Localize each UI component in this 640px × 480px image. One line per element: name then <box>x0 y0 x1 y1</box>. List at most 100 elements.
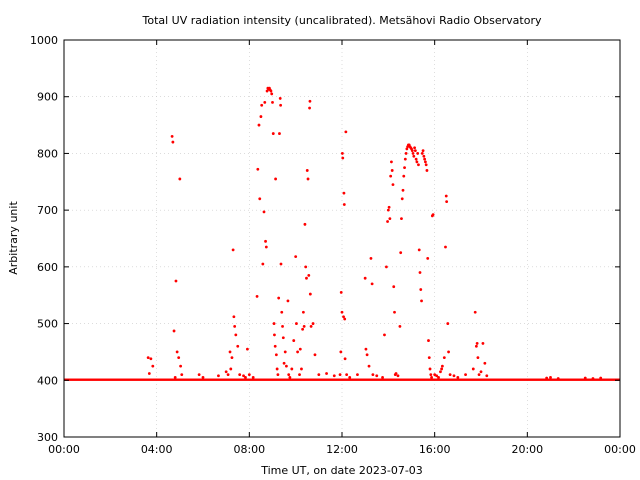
data-point <box>400 197 404 201</box>
data-point <box>298 373 301 377</box>
data-point <box>398 325 402 328</box>
data-point <box>171 140 175 144</box>
x-axis-label: Time UT, on date 2023-07-03 <box>260 464 423 477</box>
data-point <box>545 376 549 380</box>
data-point <box>413 149 417 152</box>
data-point <box>420 152 424 155</box>
data-point <box>244 376 247 379</box>
data-point <box>404 152 408 155</box>
data-point <box>281 336 285 340</box>
y-tick-label: 600 <box>37 261 58 274</box>
data-point <box>342 191 346 195</box>
data-point <box>421 149 425 152</box>
data-point <box>424 163 428 167</box>
data-point <box>426 256 430 260</box>
data-point <box>381 376 384 379</box>
data-point <box>308 99 312 103</box>
data-point <box>387 205 391 209</box>
data-point <box>444 194 448 198</box>
data-point <box>264 245 268 249</box>
data-point <box>364 347 368 351</box>
data-point <box>342 203 346 206</box>
data-point <box>228 350 232 354</box>
data-point <box>317 373 321 377</box>
data-point <box>343 357 347 361</box>
data-point <box>476 356 480 359</box>
plot-frame <box>63 39 621 438</box>
data-point <box>418 271 422 274</box>
data-point <box>417 248 421 252</box>
data-point <box>226 373 230 377</box>
data-point <box>271 100 274 104</box>
data-point <box>172 329 176 333</box>
data-point <box>440 367 444 371</box>
data-point <box>309 325 313 328</box>
data-point <box>414 157 418 161</box>
data-point <box>342 315 345 319</box>
data-point <box>272 322 276 325</box>
data-point <box>173 376 177 379</box>
data-point <box>179 364 183 368</box>
data-point <box>332 374 336 378</box>
data-point <box>447 350 450 354</box>
data-point <box>338 373 342 377</box>
data-points <box>64 86 620 381</box>
data-point <box>288 376 292 379</box>
data-point <box>340 152 344 155</box>
data-point <box>177 356 181 359</box>
data-point <box>201 376 205 379</box>
data-point <box>439 370 442 374</box>
data-point <box>263 100 267 104</box>
data-point <box>412 154 416 158</box>
data-point <box>424 160 427 164</box>
data-point <box>287 373 291 377</box>
data-point <box>273 344 277 348</box>
data-point <box>279 262 283 266</box>
data-point <box>423 157 427 161</box>
data-point <box>420 299 423 303</box>
data-point <box>393 310 396 314</box>
data-point <box>344 130 348 134</box>
data-point <box>151 364 155 368</box>
data-point <box>363 276 367 280</box>
data-point <box>313 353 317 357</box>
data-point <box>399 251 403 255</box>
y-tick-label: 500 <box>37 318 58 331</box>
data-point <box>479 370 483 374</box>
data-point <box>285 364 288 368</box>
x-axis-ticks: 00:00 04:00 08:00 12:00 16:00 20:00 00:00 <box>48 40 636 456</box>
data-point <box>298 347 302 351</box>
data-point <box>391 183 395 187</box>
data-point <box>442 356 446 359</box>
y-axis-label: Arbitrary unit <box>7 201 20 275</box>
data-point <box>255 294 259 298</box>
data-point <box>256 167 260 171</box>
data-point <box>149 357 153 361</box>
data-point <box>445 200 449 204</box>
data-point <box>485 374 489 378</box>
data-point <box>282 361 286 365</box>
data-point <box>246 347 249 351</box>
data-point <box>295 322 298 325</box>
data-point <box>448 373 452 377</box>
y-tick-label: 1000 <box>30 34 58 47</box>
data-point <box>283 350 287 354</box>
data-point <box>301 327 305 331</box>
data-point <box>413 146 416 150</box>
data-point <box>306 177 310 181</box>
data-point <box>296 350 299 354</box>
data-point <box>428 367 432 371</box>
data-point <box>365 353 369 357</box>
data-point <box>394 372 398 375</box>
data-point <box>427 339 430 342</box>
data-point <box>471 367 475 371</box>
data-point <box>261 262 265 266</box>
x-tick-label: 08:00 <box>233 443 265 456</box>
data-point <box>307 273 311 277</box>
data-point <box>431 213 435 217</box>
data-point <box>224 370 228 374</box>
data-point <box>286 299 290 303</box>
data-point <box>419 288 423 291</box>
data-point <box>430 376 433 379</box>
data-point <box>257 123 261 127</box>
